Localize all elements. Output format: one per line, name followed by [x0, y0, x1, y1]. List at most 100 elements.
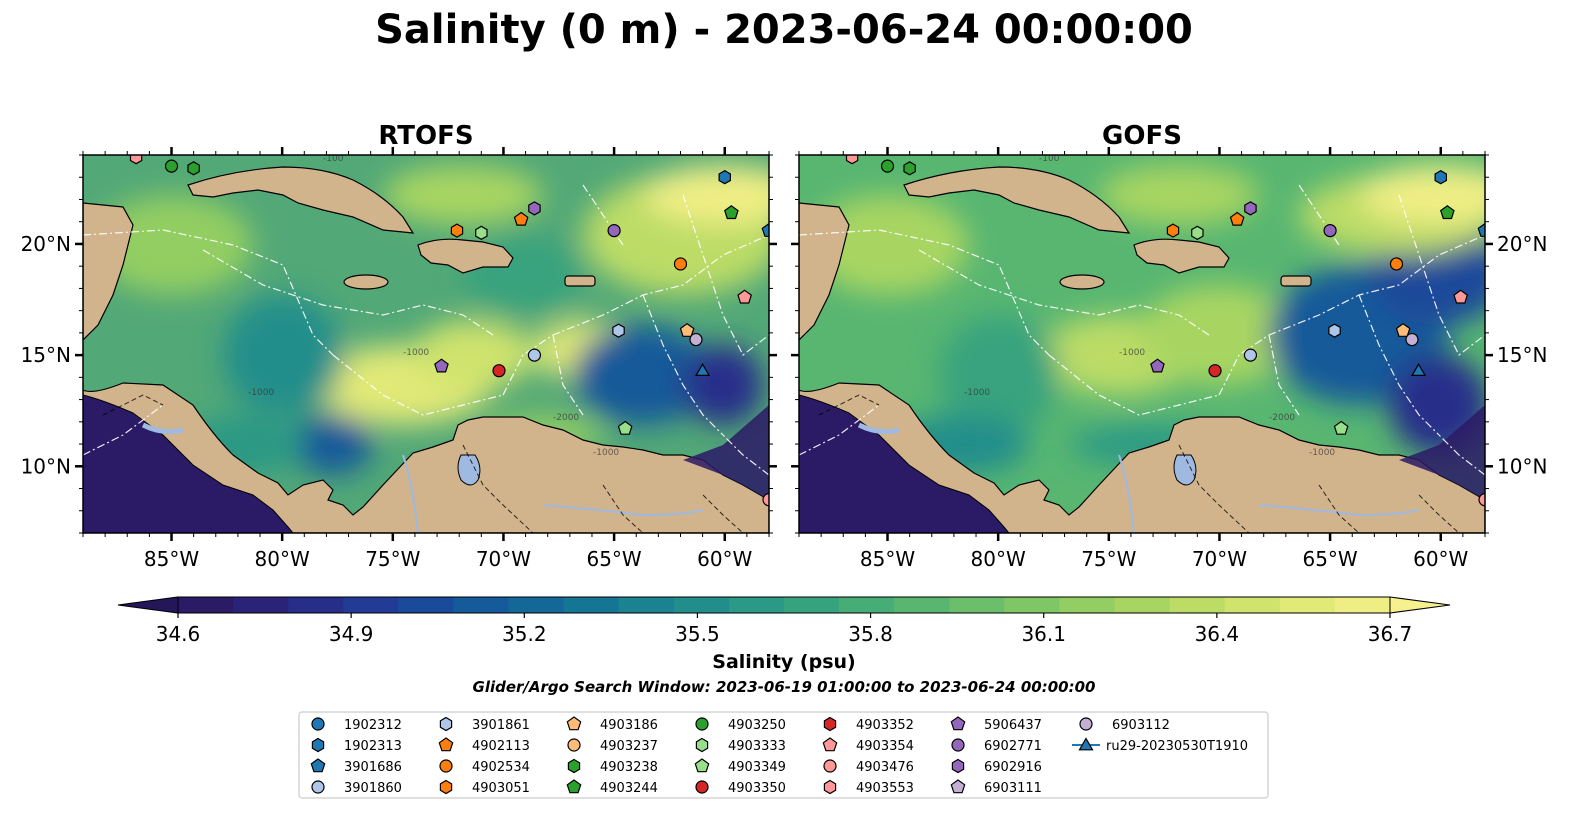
legend-item: 4902113 [438, 737, 530, 754]
legend-label: 4903352 [856, 718, 914, 733]
svg-text:-1000: -1000 [964, 388, 990, 398]
float-marker-4903349 [1333, 420, 1349, 435]
float-marker-4903244 [1439, 205, 1455, 220]
legend-label: 4903553 [856, 781, 914, 796]
legend-label: 4903476 [856, 760, 914, 775]
legend-item: 6902916 [951, 758, 1042, 775]
svg-text:-1000: -1000 [593, 448, 619, 458]
svg-text:-2000: -2000 [1269, 413, 1295, 423]
legend-marker-4903333 [695, 737, 709, 753]
float-marker-4903051 [450, 223, 464, 238]
legend-marker-5906437 [950, 716, 966, 731]
colorbar-extend-high [1389, 596, 1451, 614]
colorbar-segment [343, 597, 399, 613]
float-marker-6902771 [607, 223, 621, 238]
colorbar-tick-label: 35.2 [502, 622, 547, 646]
legend-label: 3901686 [344, 760, 402, 775]
float-marker-3901861 [1328, 323, 1341, 338]
legend-item: 4903349 [694, 758, 786, 775]
legend-item: 4903244 [566, 779, 658, 796]
legend-label: 6903111 [984, 781, 1042, 796]
float-marker-4903553 [845, 155, 859, 165]
legend-label: 4903237 [600, 739, 658, 754]
lon-tick-label: 70°W [476, 547, 531, 571]
legend: 1902312 1902313 3901686 3901860 3901861 49021… [298, 711, 1269, 799]
lat-tick-label: 10°N [21, 454, 71, 478]
float-marker-4903186 [679, 322, 695, 337]
float-marker-4903186 [1395, 322, 1411, 337]
colorbar-label: Salinity (psu) [712, 651, 855, 673]
legend-marker-3901861 [439, 716, 453, 732]
float-marker-4902534 [673, 257, 688, 271]
float-marker-4902113 [1229, 211, 1245, 226]
float-marker-4903350 [1208, 364, 1222, 378]
legend-label: 4903244 [600, 781, 658, 796]
colorbar-tick-label: 34.9 [329, 622, 374, 646]
legend-label: 5906437 [984, 718, 1042, 733]
lat-tick-label: 15°N [1497, 343, 1547, 367]
map-body-gofs: -1000 -1000 -2000 -1000 -100 [799, 155, 1485, 533]
colorbar-tick-label: 35.8 [848, 622, 893, 646]
legend-item: 4903476 [823, 759, 914, 775]
colorbar-segment [618, 597, 675, 613]
float-marker-4903238 [187, 161, 200, 176]
float-markers-gofs [845, 155, 1485, 507]
float-marker-5906437 [1150, 358, 1165, 373]
legend-marker-3901686 [310, 758, 326, 773]
lon-tick-label: 85°W [144, 547, 199, 571]
legend-label: 4902113 [472, 739, 530, 754]
colorbar-segment [288, 597, 344, 613]
float-marker-3901686 [1477, 222, 1485, 237]
legend-item: 4903350 [695, 780, 786, 796]
float-marker-4903051 [1166, 223, 1180, 238]
legend-marker-4902113 [438, 737, 454, 752]
legend-item: 6903111 [950, 779, 1042, 796]
lon-tick-label: 60°W [697, 547, 752, 571]
legend-label: 4903186 [600, 718, 658, 733]
colorbar-segment [784, 597, 840, 613]
legend-marker-4903350 [695, 780, 709, 794]
float-marker-1902313 [1434, 170, 1448, 185]
svg-text:-1000: -1000 [403, 348, 429, 358]
colorbar: 34.6 34.9 35.2 35.5 35.8 36.1 36.4 36.7 Salinit… [117, 596, 1451, 673]
legend-label: 4903238 [600, 760, 658, 775]
legend-label: 6902771 [984, 739, 1042, 754]
colorbar-extend-low [117, 596, 179, 614]
legend-marker-4903553 [823, 779, 837, 795]
legend-item: 1902313 [311, 737, 402, 754]
legend-marker-4903250 [695, 717, 709, 731]
legend-marker-4903186 [566, 716, 582, 731]
legend-item: 4903352 [823, 716, 914, 733]
lon-tick-label: 70°W [1192, 547, 1247, 571]
glider-marker-ru29-20230530T1910 [1411, 363, 1427, 376]
colorbar-segment [1169, 597, 1226, 613]
legend-marker-6903111 [950, 779, 966, 794]
legend-label: 3901861 [472, 718, 530, 733]
colorbar-segment [1114, 597, 1171, 613]
legend-item: 4903250 [695, 717, 786, 733]
map-panel-gofs: GOFS [791, 121, 1547, 571]
axis-ticks-rtofs: 85°W 80°W 75°W 70°W 65°W 60°W 20°N 15°N 10°N [21, 147, 777, 571]
legend-label: ru29-20230530T1910 [1106, 739, 1248, 754]
legend-label: 4903350 [728, 781, 786, 796]
float-marker-4902113 [513, 211, 529, 226]
legend-marker-4903476 [823, 759, 837, 773]
legend-item: 3901686 [310, 758, 402, 775]
colorbar-segment [1334, 597, 1391, 613]
colorbar-segment [398, 597, 454, 613]
float-marker-1902313 [718, 170, 732, 185]
lon-tick-label: 65°W [586, 547, 641, 571]
float-marker-4903250 [164, 159, 179, 173]
legend-label: 1902312 [344, 718, 402, 733]
lat-tick-label: 20°N [1497, 232, 1547, 256]
float-marker-4903354 [737, 289, 753, 304]
colorbar-segments [117, 596, 1451, 614]
colorbar-tick-label: 36.1 [1021, 622, 1066, 646]
float-marker-4903553 [129, 155, 143, 165]
legend-item: 4903333 [695, 737, 786, 754]
lon-tick-label: 85°W [860, 547, 915, 571]
legend-marker-4903244 [566, 779, 582, 794]
legend-item: 4903238 [567, 758, 658, 775]
legend-marker-6903112 [1079, 717, 1093, 731]
legend-item: 4903051 [439, 779, 530, 796]
